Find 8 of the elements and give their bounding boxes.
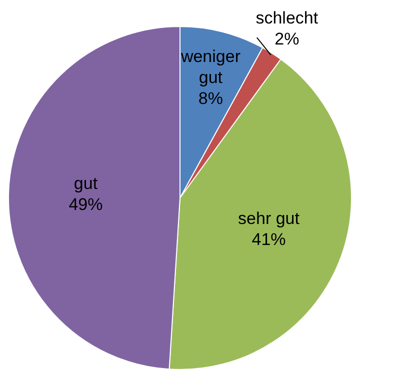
data-label: 41% [252, 230, 286, 250]
data-label: 49% [68, 195, 103, 214]
slice-label: gut [74, 174, 98, 194]
data-label: 2% [274, 30, 300, 49]
slice-label: schlecht [256, 8, 318, 28]
data-label: 8% [198, 89, 223, 108]
slice-label: sehr gut [238, 209, 300, 228]
slice-label: weniger gut [180, 47, 241, 88]
